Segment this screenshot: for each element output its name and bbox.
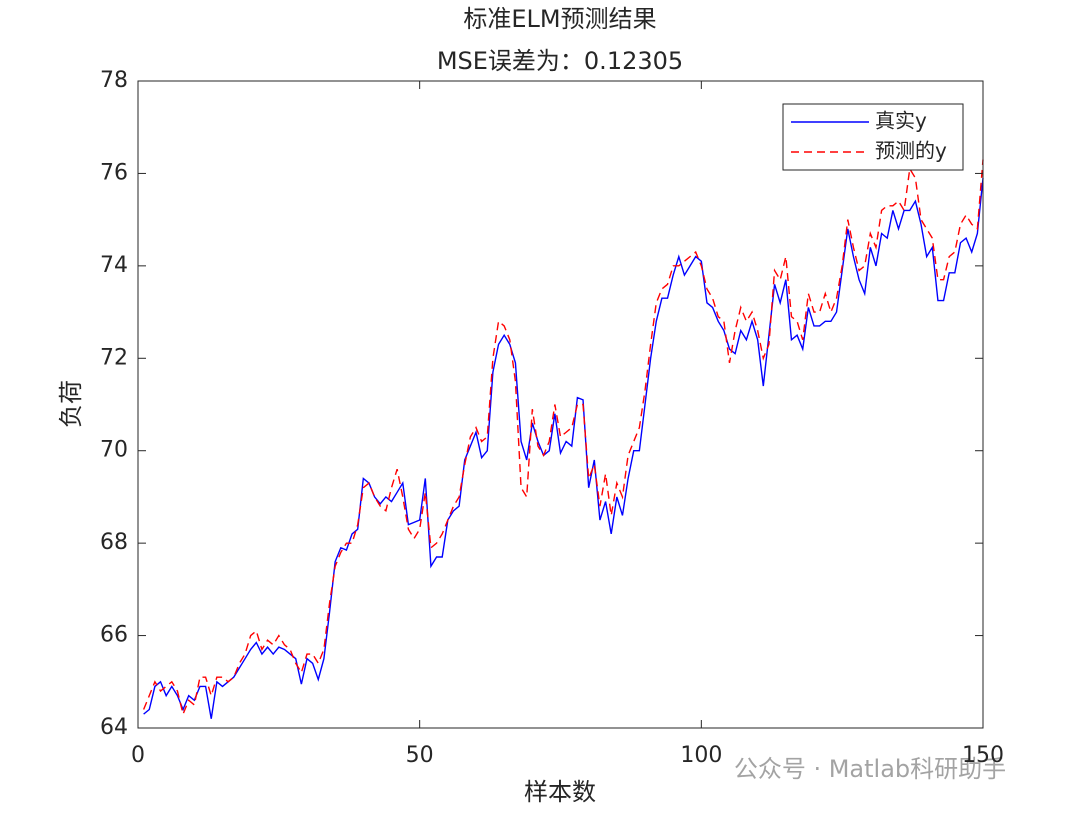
y-tick-label: 66: [100, 623, 128, 648]
y-axis-label: 负荷: [57, 380, 85, 428]
data-line: [142, 159, 984, 717]
y-tick-label: 64: [100, 715, 128, 740]
chart-subtitle: MSE误差为：0.12305: [437, 47, 683, 75]
y-tick-label: 72: [100, 345, 128, 370]
x-tick-label: 150: [962, 743, 1004, 768]
x-tick-label: 100: [680, 743, 722, 768]
axes-box: [137, 80, 984, 729]
x-tick-label: 50: [406, 743, 434, 768]
legend-box: [782, 103, 964, 171]
y-tick-label: 70: [100, 438, 128, 463]
y-tick-label: 76: [100, 160, 128, 185]
x-tick-label: 0: [131, 743, 145, 768]
y-tick-label: 68: [100, 530, 128, 555]
watermark: 公众号 · Matlab科研助手: [734, 755, 1006, 783]
data-line: [143, 177, 984, 719]
y-tick-label: 74: [100, 253, 128, 278]
x-axis-label: 样本数: [524, 778, 596, 806]
y-tick-label: 78: [100, 68, 128, 93]
chart-title: 标准ELM预测结果: [463, 5, 656, 33]
legend-label: 预测的y: [875, 139, 947, 163]
legend-label: 真实y: [875, 109, 927, 133]
